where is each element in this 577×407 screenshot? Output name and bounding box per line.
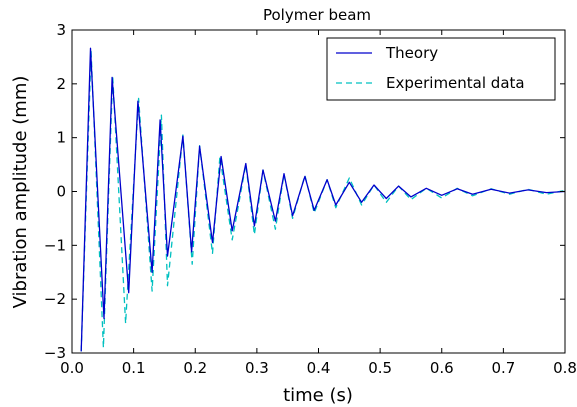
y-tick-label: 2 xyxy=(56,75,66,93)
x-axis: 0.0 0.1 0.2 0.3 0.4 0.5 0.6 0.7 0.8 xyxy=(60,30,577,377)
y-tick-label: 1 xyxy=(56,129,66,147)
x-tick-label: 0.2 xyxy=(183,359,207,377)
x-tick-label: 0.1 xyxy=(122,359,146,377)
x-tick-label: 0.5 xyxy=(368,359,392,377)
legend-box xyxy=(326,37,556,101)
y-tick-label: −2 xyxy=(44,290,66,308)
x-tick-label: 0.6 xyxy=(430,359,454,377)
x-tick-label: 0.8 xyxy=(553,359,577,377)
y-tick-label: 0 xyxy=(56,183,66,201)
x-tick-label: 0.7 xyxy=(491,359,515,377)
legend-label-theory: Theory xyxy=(385,44,438,62)
y-tick-label: −3 xyxy=(44,344,66,362)
x-axis-label: time (s) xyxy=(283,385,353,406)
x-tick-label: 0.4 xyxy=(307,359,331,377)
y-tick-label: 3 xyxy=(56,21,66,39)
legend-label-experimental: Experimental data xyxy=(386,74,525,92)
y-axis: −3 −2 −1 0 1 2 3 xyxy=(44,21,565,362)
series-line-theory xyxy=(80,47,566,352)
plot-lines xyxy=(80,47,566,352)
y-tick-label: −1 xyxy=(44,236,66,254)
x-tick-label: 0.0 xyxy=(60,359,84,377)
legend: Theory Experimental data xyxy=(326,37,556,101)
chart-title: Polymer beam xyxy=(263,6,371,24)
x-tick-label: 0.3 xyxy=(245,359,269,377)
y-axis-label: Vibration amplitude (mm) xyxy=(10,76,31,309)
